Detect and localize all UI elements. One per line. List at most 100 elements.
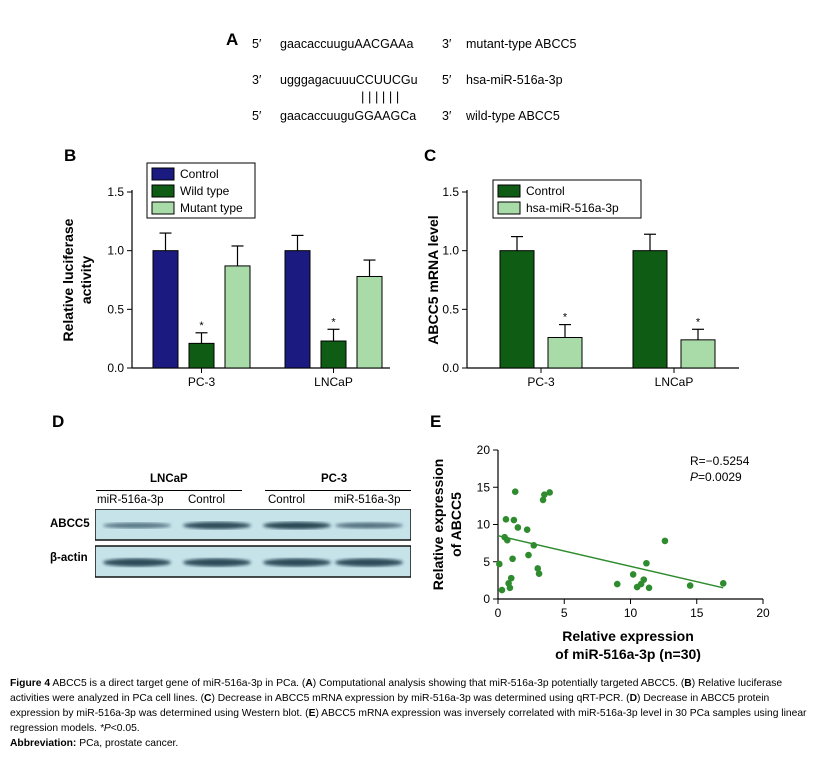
y-tick-label: 0.0 bbox=[442, 361, 459, 375]
seq-row-wild-name: wild-type ABCC5 bbox=[466, 109, 560, 123]
x-tick-label: 0 bbox=[495, 606, 502, 620]
caption-abbrev-label: Abbreviation: bbox=[10, 738, 77, 749]
caption-part-d: (D) Decrease in ABCC5 protein expression… bbox=[10, 693, 770, 719]
blot-group-lncap-line bbox=[96, 490, 242, 491]
blot-band bbox=[103, 522, 171, 529]
caption-part-a: (A) Computational analysis showing that … bbox=[301, 678, 681, 689]
caption-abbrev-text: PCa, prostate cancer. bbox=[79, 738, 179, 749]
caption-fig-label: Figure 4 bbox=[10, 678, 51, 689]
panel-d-label: D bbox=[52, 412, 65, 431]
blot-band bbox=[335, 522, 403, 529]
seq-row-mutant-name: mutant-type ABCC5 bbox=[466, 37, 577, 51]
scatter-point bbox=[629, 571, 637, 578]
scatter-point bbox=[530, 542, 538, 549]
scatter-point bbox=[498, 586, 506, 594]
x-axis-label: Relative expression bbox=[562, 628, 694, 644]
legend-swatch bbox=[151, 184, 175, 198]
blot-band bbox=[263, 558, 331, 567]
scatter-point bbox=[503, 536, 511, 544]
scatter-point bbox=[511, 488, 519, 496]
blot-row-actin-label: β-actin bbox=[50, 552, 88, 564]
caption-part-letter: A bbox=[305, 678, 313, 689]
scatter-point bbox=[535, 570, 543, 577]
blot-band bbox=[263, 521, 331, 530]
y-tick-label: 20 bbox=[477, 443, 491, 457]
legend-swatch bbox=[151, 167, 175, 181]
x-tick-label: PC-3 bbox=[188, 375, 216, 389]
x-tick-label: 5 bbox=[561, 606, 568, 620]
panel-c-label: C bbox=[424, 146, 437, 165]
legend-label: hsa-miR-516a-3p bbox=[526, 201, 619, 215]
y-tick-label: 1.5 bbox=[442, 185, 459, 199]
scatter-point bbox=[539, 496, 547, 504]
blot-band bbox=[183, 558, 251, 567]
scatter-point bbox=[643, 559, 650, 567]
y-axis-label: activity bbox=[78, 256, 94, 304]
caption-part-c: (C) Decrease in ABCC5 mRNA expression by… bbox=[200, 693, 627, 704]
y-tick-label: 1.5 bbox=[107, 185, 124, 199]
seq-row-wild-five: 5′ bbox=[252, 109, 262, 123]
y-axis-label: Relative luciferase bbox=[60, 218, 76, 341]
x-tick-label: 20 bbox=[756, 606, 770, 620]
seq-row-mutant-sequence: gaacaccuuguAACGAAa bbox=[280, 37, 414, 51]
stat-r: R=−0.5254 bbox=[690, 454, 750, 468]
panel-e-label: E bbox=[430, 412, 442, 431]
legend: Control hsa-miR-516a-3p bbox=[492, 179, 642, 219]
y-axis-label: ABCC5 mRNA level bbox=[425, 215, 441, 344]
blot-group-pc3: PC-3 bbox=[321, 473, 348, 485]
scatter-point bbox=[645, 584, 653, 592]
y-tick-label: 5 bbox=[483, 555, 490, 569]
x-tick-label: LNCaP bbox=[314, 375, 353, 389]
caption-abbreviation: Abbreviation: PCa, prostate cancer. bbox=[10, 736, 810, 751]
caption-body: Figure 4 ABCC5 is a direct target gene o… bbox=[10, 676, 810, 736]
caption-part-letter: D bbox=[629, 693, 638, 704]
blot-band bbox=[103, 558, 171, 567]
scatter-point bbox=[510, 516, 518, 524]
blot-band bbox=[183, 521, 251, 530]
y-tick-label: 0.5 bbox=[107, 302, 124, 316]
seq-row-mirna-name: hsa-miR-516a-3p bbox=[466, 73, 563, 87]
seq-row-mutant-three: 3′ bbox=[442, 37, 452, 51]
bar-hsa-mir-516a-3p-pc-3 bbox=[547, 336, 583, 369]
legend-label: Control bbox=[526, 184, 565, 198]
significance-mark: * bbox=[331, 316, 336, 328]
scatter-point bbox=[719, 580, 727, 587]
blot-lane-1-label: miR-516a-3p bbox=[97, 494, 164, 506]
significance-mark: * bbox=[563, 312, 568, 324]
bar-hsa-mir-516a-3p-lncap bbox=[680, 339, 716, 369]
y-tick-label: 0.0 bbox=[107, 361, 124, 375]
scatter-point bbox=[502, 515, 510, 523]
seq-row-mirna-five: 5′ bbox=[442, 73, 452, 87]
caption-part-letter: B bbox=[684, 678, 692, 689]
caption-part-e: (E) ABCC5 mRNA expression was inversely … bbox=[10, 708, 807, 734]
legend-label: Mutant type bbox=[180, 201, 243, 215]
bar-control-lncap bbox=[284, 250, 311, 369]
seq-row-wild-sequence: gaacaccuuguGGAAGCa bbox=[280, 109, 417, 123]
legend-swatch bbox=[151, 201, 175, 215]
seq-row-mutant-five: 5′ bbox=[252, 37, 262, 51]
seq-row-mirna-three: 3′ bbox=[252, 73, 262, 87]
scatter-point bbox=[661, 537, 669, 545]
blot-lane-4-label: miR-516a-3p bbox=[334, 494, 401, 506]
caption-part-b: (B) Relative luciferase activities were … bbox=[10, 678, 783, 704]
legend-swatch bbox=[497, 184, 521, 198]
y-axis-label: Relative expression bbox=[430, 459, 446, 591]
scatter-point bbox=[541, 491, 548, 498]
seq-pairing-lines: |||||| bbox=[361, 89, 403, 104]
scatter-point bbox=[507, 574, 515, 582]
legend-swatch bbox=[497, 201, 521, 215]
scatter-point bbox=[509, 555, 516, 563]
stat-p-value: =0.0029 bbox=[698, 470, 742, 484]
chart-b-luciferase: 0.0 0.5 1.0 1.5 Relative luciferase activity *… bbox=[60, 162, 390, 389]
scatter-point bbox=[506, 584, 514, 592]
caption-note-italic: *P bbox=[99, 723, 111, 734]
caption-note-rest: <0.05. bbox=[110, 723, 140, 734]
significance-mark: * bbox=[199, 320, 204, 332]
x-tick-label: PC-3 bbox=[527, 375, 555, 389]
caption-part-letter: C bbox=[204, 693, 212, 704]
scatter-point bbox=[525, 551, 532, 559]
bar-wild-type-lncap bbox=[320, 340, 347, 369]
blot-lane-3-label: Control bbox=[268, 494, 306, 506]
scatter-point bbox=[613, 580, 621, 588]
scatter-point bbox=[534, 565, 542, 572]
